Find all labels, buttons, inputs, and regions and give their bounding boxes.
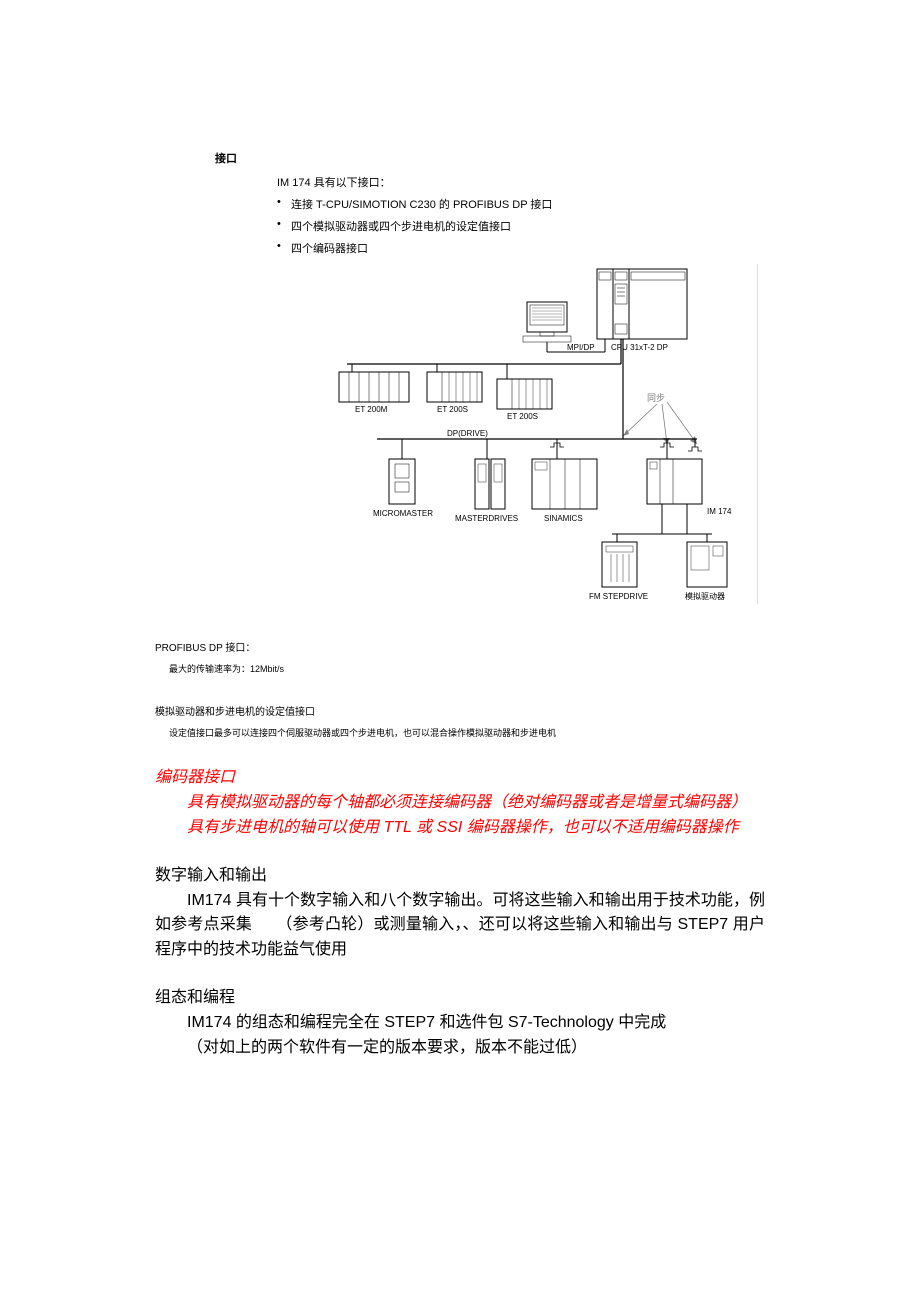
encoder-line2-a: 具有步进电机的轴可以使用 [187,819,383,836]
label-cpu: CPU 31xT-2 DP [611,343,668,352]
bullet-item: 四个编码器接口 [277,240,765,256]
label-im174: IM 174 [707,507,732,516]
label-et200s-b: ET 200S [507,412,538,421]
bullet-item: 连接 T-CPU/SIMOTION C230 的 PROFIBUS DP 接口 [277,196,765,212]
profibus-body: 最大的传输速率为：12Mbit/s [169,662,765,675]
io-heading: 数字输入和输出 [155,861,765,885]
intro-text: IM 174 具有以下接口： [277,174,765,190]
label-analog-drive: 模拟驱动器 [685,591,725,601]
label-sinamics: SINAMICS [544,514,583,523]
config-line2: （对如上的两个软件有一定的版本要求，版本不能过低） [155,1036,765,1061]
encoder-line2: 具有步进电机的轴可以使用 TTL 或 SSI 编码器操作，也可以不适用编码器操作 [155,816,765,841]
setpoint-heading: 模拟驱动器和步进电机的设定值接口 [155,703,765,718]
encoder-line2-b: 或 [412,819,437,836]
label-micromaster: MICROMASTER [373,509,433,518]
diagram-svg: CPU 31xT-2 DP MPI/DP [277,264,758,604]
label-masterdrives: MASTERDRIVES [455,514,518,523]
bullet-item: 四个模拟驱动器或四个步进电机的设定值接口 [277,218,765,234]
page-content: 接口 IM 174 具有以下接口： 连接 T-CPU/SIMOTION C230… [0,0,920,1121]
config-line1: IM174 的组态和编程完全在 STEP7 和选件包 S7-Technology… [155,1011,765,1036]
label-et200m: ET 200M [355,405,388,414]
label-sync: 同步 [647,393,665,403]
label-fm-stepdrive: FM STEPDRIVE [589,592,648,601]
label-dp-drive: DP(DRIVE) [447,429,488,438]
config-heading: 组态和编程 [155,983,765,1007]
interface-bullet-list: 连接 T-CPU/SIMOTION C230 的 PROFIBUS DP 接口 … [277,196,765,256]
encoder-heading: 编码器接口 [155,763,765,787]
encoder-line2-ssi: SSI [437,819,463,836]
label-mpi-dp: MPI/DP [567,343,595,352]
label-et200s-a: ET 200S [437,405,468,414]
topology-diagram: CPU 31xT-2 DP MPI/DP [277,264,765,609]
io-body: IM174 具有十个数字输入和八个数字输出。可将这些输入和输出用于技术功能，例如… [155,889,765,963]
setpoint-body: 设定值接口最多可以连接四个伺服驱动器或四个步进电机，也可以混合操作模拟驱动器和步… [169,726,765,739]
encoder-line2-c: 编码器操作，也可以不适用编码器操作 [462,819,738,836]
heading-interface: 接口 [215,150,765,166]
encoder-line2-ttl: TTL [383,819,411,836]
encoder-line1: 具有模拟驱动器的每个轴都必须连接编码器（绝对编码器或者是增量式编码器） [155,791,765,816]
profibus-heading: PROFIBUS DP 接口： [155,639,765,654]
